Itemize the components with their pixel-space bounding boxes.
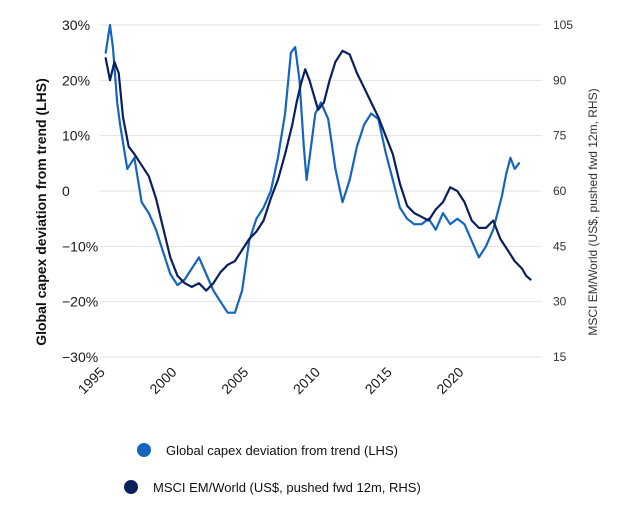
y-axis-label-right: MSCI EM/World (US$, pushed fwd 12m, RHS) xyxy=(586,88,600,335)
y-tick-label-left: −10% xyxy=(62,238,98,254)
y-axis-label-left: Global capex deviation from trend (LHS) xyxy=(33,78,49,346)
x-tick-label: 1995 xyxy=(75,364,108,397)
x-tick-label: 2005 xyxy=(218,364,251,397)
y-tick-label-right: 45 xyxy=(553,239,567,253)
legend: Global capex deviation from trend (LHS) … xyxy=(124,443,421,495)
y-tick-label-left: 30% xyxy=(62,17,90,33)
legend-label-msci: MSCI EM/World (US$, pushed fwd 12m, RHS) xyxy=(153,480,421,495)
grid-lines xyxy=(100,24,542,358)
y-tick-label-right: 30 xyxy=(553,295,567,309)
legend-swatch-msci xyxy=(124,480,138,494)
y-tick-label-left: 0 xyxy=(62,183,70,199)
x-tick-label: 2020 xyxy=(433,364,466,397)
y-tick-label-left: 20% xyxy=(62,72,90,88)
x-tick-label: 2015 xyxy=(362,364,395,397)
legend-label-capex: Global capex deviation from trend (LHS) xyxy=(166,443,398,458)
series-lines xyxy=(104,23,532,314)
y-tick-label-left: 10% xyxy=(62,128,90,144)
y-tick-label-right: 75 xyxy=(553,129,567,143)
x-tick-label: 2000 xyxy=(146,364,179,397)
y-tick-label-right: 90 xyxy=(553,73,567,87)
y-tick-label-right: 105 xyxy=(553,18,573,32)
y-tick-label-right: 15 xyxy=(553,350,567,364)
series-line-msci xyxy=(104,49,532,292)
series-line-capex xyxy=(104,23,521,314)
axis-ticks: 30% 20% 10% 0 −10% −20% −30% 105 90 75 60 45 30 15 199… xyxy=(62,17,573,397)
y-tick-label-left: −20% xyxy=(62,294,98,310)
legend-swatch-capex xyxy=(137,443,151,457)
x-tick-label: 2010 xyxy=(290,364,323,397)
y-tick-label-left: −30% xyxy=(62,349,98,365)
y-tick-label-right: 60 xyxy=(553,184,567,198)
